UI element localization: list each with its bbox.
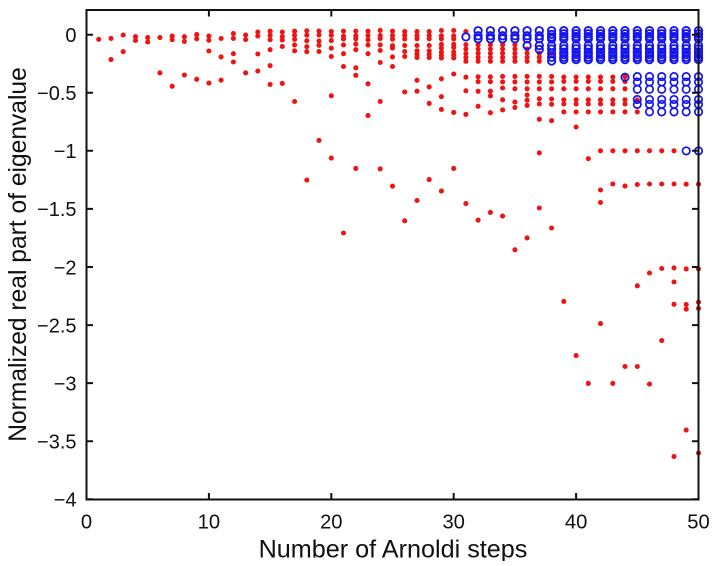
svg-text:50: 50 xyxy=(687,512,709,534)
svg-text:40: 40 xyxy=(565,512,587,534)
svg-text:−2: −2 xyxy=(54,257,77,279)
svg-text:−4: −4 xyxy=(54,490,77,512)
svg-text:10: 10 xyxy=(198,512,220,534)
svg-text:−2.5: −2.5 xyxy=(37,315,76,337)
svg-text:Number of Arnoldi steps: Number of Arnoldi steps xyxy=(259,536,528,562)
svg-text:30: 30 xyxy=(442,512,464,534)
svg-text:−1.5: −1.5 xyxy=(37,199,76,221)
svg-text:0: 0 xyxy=(65,25,76,47)
svg-text:−3.5: −3.5 xyxy=(37,432,76,454)
svg-text:0: 0 xyxy=(81,512,92,534)
svg-text:−3: −3 xyxy=(54,373,77,395)
svg-text:20: 20 xyxy=(320,512,342,534)
svg-text:−1: −1 xyxy=(54,141,77,163)
svg-text:−0.5: −0.5 xyxy=(37,83,76,105)
svg-text:Normalized real part of eigenv: Normalized real part of eigenvalue xyxy=(5,67,32,442)
